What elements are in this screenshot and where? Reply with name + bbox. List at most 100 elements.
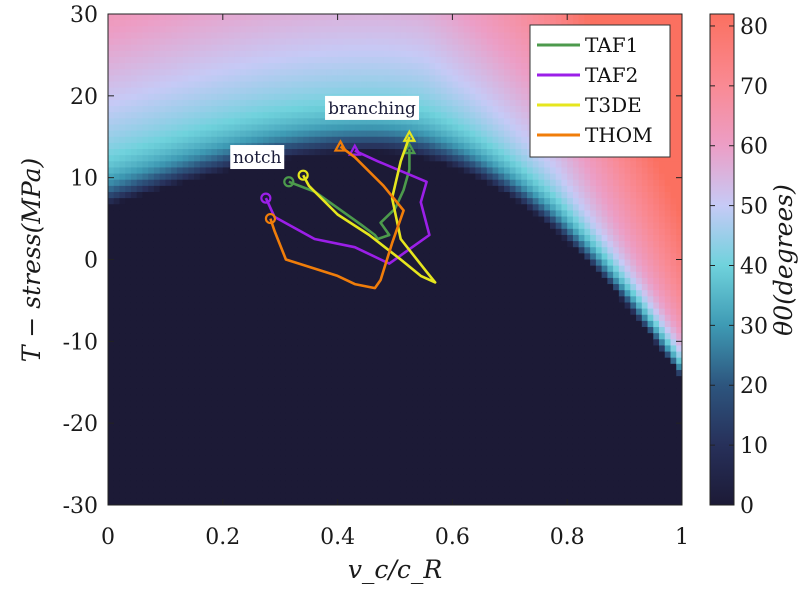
heatmap-cell — [400, 142, 408, 150]
heatmap-cell — [176, 20, 184, 27]
heatmap-cell — [113, 333, 121, 340]
heatmap-cell — [343, 394, 350, 402]
heatmap-cell — [303, 93, 310, 101]
heatmap-cell — [440, 357, 448, 365]
heatmap-cell — [119, 247, 126, 254]
heatmap-cell — [360, 198, 367, 205]
heatmap-cell — [349, 265, 356, 273]
heatmap-cell — [435, 87, 442, 95]
heatmap-cell — [245, 277, 253, 285]
heatmap-cell — [240, 38, 247, 46]
heatmap-cell — [205, 265, 212, 273]
heatmap-cell — [417, 32, 425, 40]
heatmap-cell — [188, 14, 195, 21]
heatmap-cell — [125, 191, 132, 199]
heatmap-cell — [148, 155, 155, 162]
heatmap-cell — [440, 112, 448, 119]
heatmap-cell — [153, 486, 161, 494]
heatmap-cell — [458, 136, 465, 144]
heatmap-cell — [205, 400, 212, 408]
heatmap-cell — [458, 247, 465, 254]
heatmap-cell — [194, 351, 201, 359]
heatmap-cell — [211, 44, 218, 52]
heatmap-cell — [314, 290, 321, 297]
heatmap-cell — [159, 136, 166, 144]
heatmap-cell — [130, 14, 138, 21]
heatmap-cell — [159, 14, 166, 21]
heatmap-cell — [326, 75, 333, 83]
heatmap-cell — [383, 136, 390, 144]
heatmap-cell — [280, 222, 287, 230]
heatmap-cell — [194, 222, 201, 230]
heatmap-cell — [360, 419, 367, 426]
heatmap-cell — [435, 63, 442, 70]
heatmap-cell — [308, 198, 316, 205]
heatmap-cell — [130, 20, 138, 27]
heatmap-cell — [153, 419, 161, 426]
heatmap-cell — [274, 468, 281, 475]
heatmap-cell — [320, 419, 327, 426]
heatmap-cell — [159, 32, 166, 40]
heatmap-cell — [417, 20, 425, 27]
heatmap-cell — [314, 486, 321, 494]
heatmap-cell — [337, 204, 344, 211]
heatmap-cell — [119, 234, 126, 242]
heatmap-cell — [251, 480, 258, 488]
heatmap-cell — [188, 20, 195, 27]
heatmap-cell — [337, 81, 344, 89]
heatmap-cell — [326, 222, 333, 230]
heatmap-cell — [142, 38, 149, 46]
heatmap-cell — [211, 382, 218, 389]
heatmap-cell — [458, 50, 465, 58]
heatmap-cell — [320, 284, 327, 291]
heatmap-cell — [148, 462, 155, 469]
heatmap-cell — [136, 136, 144, 144]
heatmap-cell — [320, 265, 327, 273]
heatmap-cell — [291, 394, 299, 402]
heatmap-cell — [463, 20, 471, 27]
heatmap-cell — [268, 474, 276, 482]
heatmap-cell — [366, 486, 373, 494]
heatmap-cell — [171, 339, 178, 347]
heatmap-cell — [199, 173, 207, 181]
heatmap-cell — [125, 271, 132, 279]
heatmap-cell — [360, 32, 367, 40]
heatmap-cell — [360, 425, 367, 432]
heatmap-cell — [262, 357, 270, 365]
heatmap-cell — [446, 69, 453, 76]
heatmap-cell — [417, 265, 425, 273]
heatmap-cell — [119, 333, 126, 340]
heatmap-cell — [395, 382, 402, 389]
heatmap-cell — [182, 161, 189, 169]
heatmap-cell — [194, 142, 201, 150]
heatmap-cell — [326, 142, 333, 150]
heatmap-cell — [372, 351, 379, 359]
heatmap-cell — [314, 271, 321, 279]
heatmap-cell — [389, 56, 396, 64]
heatmap-cell — [280, 241, 287, 248]
heatmap-cell — [429, 216, 436, 224]
heatmap-cell — [285, 412, 293, 420]
heatmap-cell — [429, 314, 436, 322]
heatmap-cell — [113, 124, 121, 132]
heatmap-cell — [366, 191, 373, 199]
heatmap-cell — [417, 455, 425, 463]
heatmap-cell — [366, 327, 373, 334]
heatmap-cell — [262, 44, 270, 52]
heatmap-cell — [280, 130, 287, 138]
heatmap-cell — [113, 87, 121, 95]
heatmap-cell — [176, 351, 184, 359]
heatmap-cell — [337, 26, 344, 34]
heatmap-cell — [268, 462, 276, 469]
heatmap-cell — [245, 253, 253, 261]
heatmap-cell — [291, 50, 299, 58]
heatmap-cell — [119, 357, 126, 365]
heatmap-cell — [446, 216, 453, 224]
heatmap-cell — [148, 38, 155, 46]
heatmap-cell — [354, 167, 362, 175]
heatmap-cell — [119, 388, 126, 396]
heatmap-cell — [159, 222, 166, 230]
heatmap-cell — [245, 351, 253, 359]
heatmap-cell — [297, 412, 304, 420]
heatmap-cell — [222, 400, 230, 408]
